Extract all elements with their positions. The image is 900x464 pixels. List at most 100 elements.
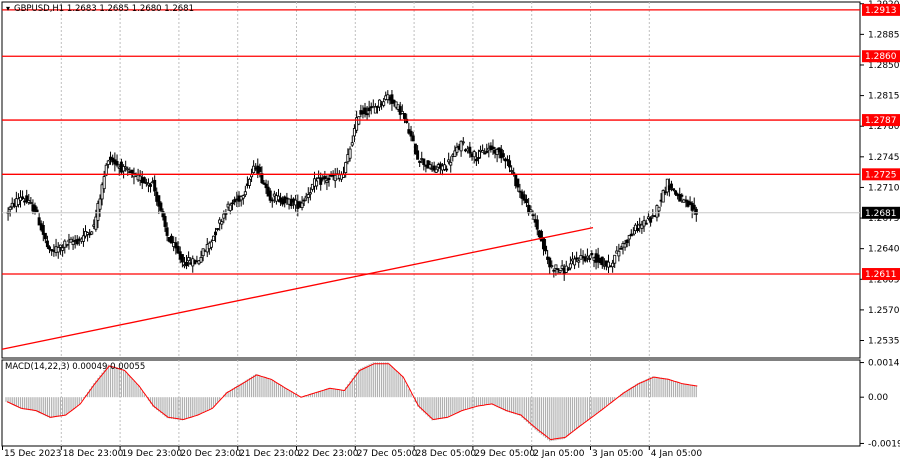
candle-body	[230, 202, 234, 205]
candle-body	[319, 177, 323, 185]
candle-body	[209, 241, 213, 248]
candle-body	[323, 176, 327, 180]
candle-body	[247, 178, 251, 186]
candle-body	[201, 248, 205, 257]
candle-body	[583, 256, 587, 262]
macd-y-tick-label: 0.00149	[868, 359, 900, 369]
candle-body	[611, 262, 615, 268]
macd-title: MACD(14,22,3) 0.00049 0.00055	[5, 362, 145, 372]
level-label: 1.2725	[865, 170, 897, 180]
x-tick-label: 22 Dec 23:00	[298, 449, 359, 459]
y-tick-label: 1.2605	[868, 275, 900, 285]
candle-body	[636, 227, 640, 231]
candle-body	[459, 140, 463, 152]
candle-body	[678, 194, 682, 202]
x-tick-label: 15 Dec 2023	[4, 449, 62, 459]
candle-body	[300, 202, 304, 208]
candle-body	[216, 228, 220, 230]
candle-body	[21, 196, 25, 200]
candle-body	[613, 254, 617, 264]
candle-body	[264, 183, 268, 189]
x-tick-label: 27 Dec 05:00	[357, 449, 418, 459]
level-label-bg	[862, 3, 900, 16]
candle-body	[382, 101, 386, 106]
candle-body	[325, 180, 329, 183]
candle-body	[243, 191, 247, 196]
candle-body	[568, 263, 572, 269]
y-tick-label: 1.2850	[868, 61, 900, 71]
candle-body	[373, 106, 377, 114]
candle-body	[348, 148, 352, 159]
y-tick-label: 1.2710	[868, 183, 900, 193]
candle-body	[539, 230, 543, 242]
level-label-bg	[862, 168, 900, 181]
candle-body	[672, 188, 676, 191]
candle-body	[483, 152, 487, 155]
candle-body	[623, 243, 627, 248]
candle-body	[130, 169, 134, 174]
candle-body	[126, 168, 130, 171]
candle-body	[272, 193, 276, 197]
candle-body	[81, 235, 85, 242]
macd-signal-line	[6, 363, 698, 441]
candle-body	[16, 198, 20, 205]
candle-body	[474, 158, 478, 162]
candle-body	[560, 265, 564, 269]
candle-body	[165, 227, 169, 236]
candle-body	[124, 166, 128, 169]
macd-panel-frame	[1, 359, 861, 447]
level-label-bg	[862, 50, 900, 63]
candle-body	[575, 257, 579, 260]
candle-body	[187, 257, 191, 262]
candle-body	[422, 158, 426, 166]
candle-body	[516, 178, 520, 188]
candle-body	[413, 143, 417, 155]
candle-body	[633, 224, 637, 232]
candle-body	[674, 190, 678, 195]
candle-body	[344, 162, 348, 174]
chart-title: GBPUSD,H1 1.2683 1.2685 1.2680 1.2681	[14, 4, 194, 14]
candle-body	[644, 222, 648, 225]
candle-body	[554, 264, 558, 269]
candle-body	[310, 183, 314, 190]
candle-body	[416, 150, 420, 160]
candle-body	[56, 247, 60, 253]
candle-body	[29, 202, 33, 204]
x-tick-label: 19 Dec 23:00	[122, 449, 183, 459]
candle-body	[33, 205, 37, 212]
level-label-bg	[862, 268, 900, 281]
candle-body	[35, 209, 39, 213]
candle-body	[285, 197, 289, 200]
candle-body	[48, 246, 52, 250]
candle-body	[262, 182, 266, 185]
candle-body	[45, 240, 49, 248]
candle-body	[524, 198, 528, 204]
current-price-label: 1.2681	[865, 209, 897, 219]
candle-body	[550, 265, 554, 268]
candle-body	[607, 261, 611, 268]
candle-body	[25, 195, 29, 203]
x-tick-label: 29 Dec 05:00	[474, 449, 535, 459]
candle-body	[302, 199, 306, 202]
candle-body	[505, 159, 509, 162]
candle-body	[501, 153, 505, 158]
candle-body	[8, 206, 12, 211]
candle-body	[75, 239, 79, 245]
candle-body	[122, 166, 126, 172]
y-tick-label: 1.2780	[868, 122, 900, 132]
candle-body	[655, 205, 659, 218]
y-tick-label: 1.2570	[868, 306, 900, 316]
candle-body	[617, 250, 621, 257]
candle-body	[228, 204, 232, 211]
x-tick-label: 3 Jan 05:00	[592, 449, 644, 459]
candle-body	[98, 198, 102, 210]
y-tick-label: 1.2815	[868, 92, 900, 102]
candle-body	[625, 239, 629, 244]
candle-body	[100, 184, 104, 200]
y-tick-label: 1.2885	[868, 30, 900, 40]
candle-body	[694, 208, 698, 215]
candle-body	[529, 209, 533, 213]
candle-body	[491, 146, 495, 149]
candle-body	[363, 107, 367, 115]
candle-body	[631, 233, 635, 236]
